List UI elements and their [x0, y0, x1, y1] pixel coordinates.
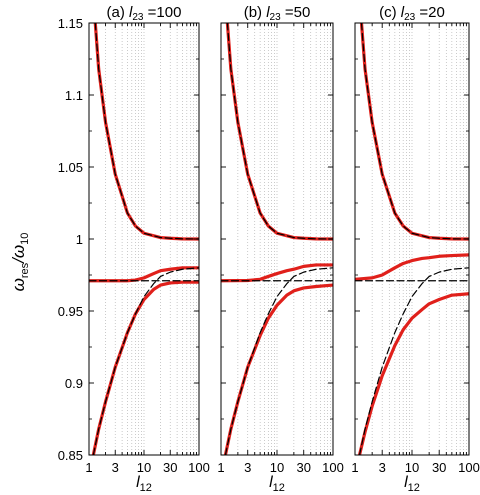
panel-title-prefix: (b) — [244, 4, 267, 21]
panel-1: 1 3 10 30 100 0.85 0.9 0.95 1 1.05 1.1 1.15 (a) l23 … — [58, 4, 210, 494]
y-tick-label: 0.9 — [65, 376, 83, 391]
x-tick-label: 10 — [137, 460, 151, 475]
y-label-denom-sub: 10 — [19, 233, 31, 245]
panel-curves — [89, 23, 199, 455]
x-tick-label: 3 — [112, 460, 119, 475]
x-label-sub: 12 — [408, 482, 420, 494]
full-curve-upper — [93, 23, 199, 241]
full-curve-lower — [357, 292, 469, 455]
y-tick-label: 1.15 — [58, 16, 83, 31]
y-axis-label: ωres/ω10 — [9, 233, 31, 292]
x-label-main: l — [404, 474, 408, 491]
approx-curve-coupled — [224, 267, 333, 455]
panel-title-suffix: =100 — [144, 4, 182, 21]
panel-title-sub: 23 — [270, 12, 282, 23]
approx-curve-upper — [226, 23, 333, 240]
approx-curve-coupled — [358, 267, 469, 455]
x-label-sub: 12 — [273, 482, 285, 494]
panel-title: (b) l23 =50 — [244, 4, 311, 23]
approx-curve-coupled — [92, 267, 199, 455]
x-tick-label: 1 — [217, 460, 224, 475]
y-label-main-sub: res — [19, 262, 31, 278]
x-axis-label: l12 — [404, 474, 420, 494]
x-tick-label: 3 — [379, 460, 386, 475]
y-label-main: ω — [9, 278, 28, 291]
full-curve-upper — [359, 23, 469, 241]
x-tick-label: 30 — [432, 460, 446, 475]
x-tick-label: 3 — [244, 460, 251, 475]
x-label-sub: 12 — [140, 482, 152, 494]
panel-title-prefix: (c) — [379, 4, 401, 21]
panel-title-suffix: =50 — [281, 4, 311, 21]
panel-title-prefix: (a) — [107, 4, 130, 21]
x-tick-label: 1 — [351, 460, 358, 475]
x-label-main: l — [269, 474, 273, 491]
y-label-sep: /ω — [9, 245, 28, 264]
panel-title-var: l — [129, 4, 133, 21]
panel-title: (c) l23 =20 — [379, 4, 445, 23]
panel-title-sub: 23 — [404, 12, 416, 23]
x-tick-label: 1 — [85, 460, 92, 475]
x-tick-label: 10 — [405, 460, 419, 475]
full-curve-middle — [221, 263, 333, 283]
full-curve-middle — [355, 253, 469, 281]
full-curve-upper — [225, 23, 333, 241]
y-tick-label: 0.95 — [58, 304, 83, 319]
panel-title-sub: 23 — [132, 12, 144, 23]
panel-title-suffix: =20 — [415, 4, 445, 21]
panel-title: (a) l23 =100 — [107, 4, 182, 23]
y-tick-label: 1 — [76, 232, 83, 247]
full-curve-lower — [223, 283, 333, 455]
x-tick-label: 30 — [163, 460, 177, 475]
y-tick-label: 0.85 — [58, 448, 83, 463]
x-tick-label: 30 — [296, 460, 310, 475]
x-tick-label: 100 — [322, 460, 344, 475]
x-axis-label: l12 — [269, 474, 285, 494]
full-curve-lower — [91, 280, 199, 455]
approx-curve-upper — [360, 23, 469, 240]
y-tick-label: 1.1 — [65, 88, 83, 103]
x-tick-label: 10 — [270, 460, 284, 475]
panel-title-var: l — [266, 4, 270, 21]
panel-curves — [221, 23, 333, 455]
y-tick-label: 1.05 — [58, 160, 83, 175]
x-tick-label: 100 — [458, 460, 480, 475]
panel-curves — [355, 23, 469, 455]
x-label-main: l — [136, 474, 140, 491]
x-tick-label: 100 — [188, 460, 210, 475]
approx-curve-upper — [94, 23, 199, 240]
x-axis-label: l12 — [136, 474, 152, 494]
panel-title-var: l — [401, 4, 405, 21]
